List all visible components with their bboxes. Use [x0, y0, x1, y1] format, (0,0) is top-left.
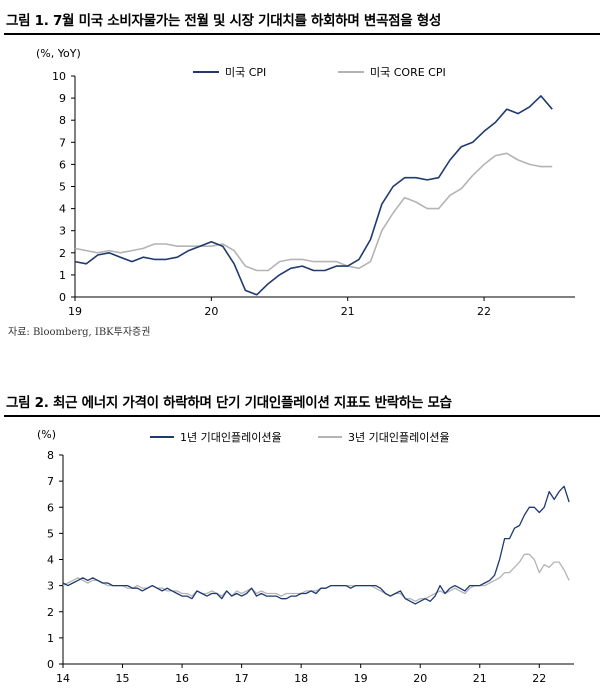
y-tick-label: 0: [59, 291, 66, 304]
figure-1-source: 자료: Bloomberg, IBK투자증권: [8, 327, 151, 338]
y-tick-label: 9: [59, 92, 66, 105]
legend-label-2: 3년 기대인플레이션율: [348, 431, 450, 444]
y-tick-label: 10: [52, 70, 66, 83]
cpi-line-chart: (%, YoY) 0 1 2 3 4 5 6 7 8 9 10 19 20 21 22 미국 CPI 미국 COR…: [36, 47, 575, 318]
x-tick-label: 18: [294, 672, 308, 685]
y-tick-label: 0: [47, 658, 54, 671]
series-line-1: [62, 485, 570, 605]
inflation-expectation-line-chart: (%) 0 1 2 3 4 5 6 7 8 14 15 16 17 18 19 20 21 22 1년 기대인플레이션…: [37, 428, 574, 685]
y-tick-label: 1: [59, 269, 66, 282]
legend-label-1: 1년 기대인플레이션율: [180, 431, 282, 444]
y-axis-label: (%, YoY): [36, 47, 81, 60]
y-tick-label: 1: [47, 632, 54, 645]
x-tick-label: 17: [235, 672, 249, 685]
y-tick-label: 7: [59, 136, 66, 149]
y-tick-label: 5: [47, 527, 54, 540]
series-line-2: [74, 152, 553, 272]
figure-2-title: 그림 2. 최근 에너지 가격이 하락하며 단기 기대인플레이션 지표도 반락하…: [6, 395, 452, 411]
y-tick-label: 4: [59, 203, 66, 216]
y-tick-label: 8: [47, 449, 54, 462]
figure-1-rule: [4, 33, 600, 35]
x-tick-label: 22: [477, 305, 491, 318]
y-tick-label: 4: [47, 554, 54, 567]
series-line-1: [74, 95, 553, 296]
y-tick-label: 5: [59, 181, 66, 194]
x-tick-label: 20: [204, 305, 218, 318]
x-tick-label: 21: [473, 672, 487, 685]
legend-label-2: 미국 CORE CPI: [370, 66, 446, 79]
x-tick-label: 22: [532, 672, 546, 685]
x-tick-label: 19: [354, 672, 368, 685]
figure-2-rule: [4, 415, 600, 417]
x-tick-label: 20: [413, 672, 427, 685]
x-tick-label: 16: [175, 672, 189, 685]
x-tick-label: 14: [56, 672, 70, 685]
x-tick-label: 21: [341, 305, 355, 318]
x-tick-label: 19: [68, 305, 82, 318]
y-tick-label: 2: [59, 247, 66, 260]
y-axis-label: (%): [37, 428, 56, 441]
y-tick-label: 3: [59, 225, 66, 238]
series-line-2: [62, 553, 570, 602]
y-tick-label: 7: [47, 475, 54, 488]
y-tick-label: 6: [59, 158, 66, 171]
y-tick-label: 3: [47, 580, 54, 593]
x-tick-label: 15: [116, 672, 130, 685]
figure-1-title: 그림 1. 7월 미국 소비자물가는 전월 및 시장 기대치를 하회하며 변곡점…: [6, 13, 442, 29]
y-tick-label: 2: [47, 606, 54, 619]
y-tick-label: 8: [59, 114, 66, 127]
y-tick-label: 6: [47, 501, 54, 514]
legend-label-1: 미국 CPI: [225, 66, 266, 79]
